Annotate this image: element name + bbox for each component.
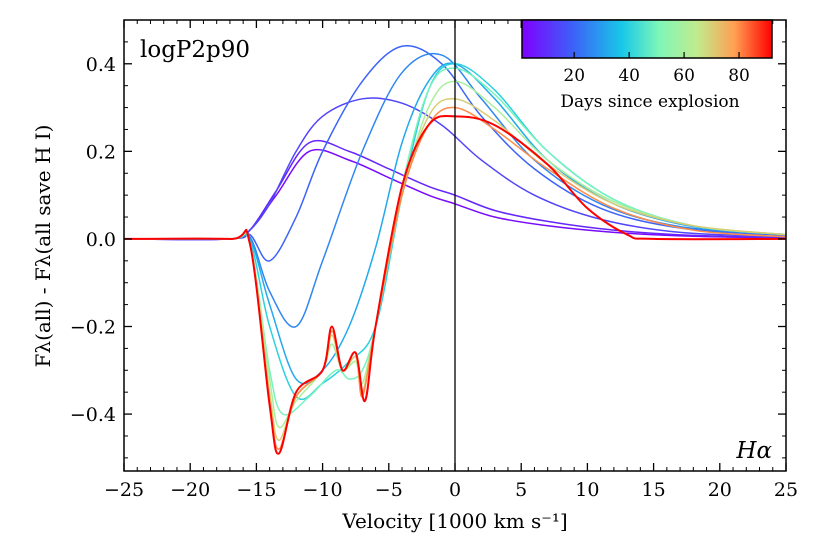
y-tick-label: 0.4 <box>86 54 116 76</box>
x-tick-label: −20 <box>170 479 210 501</box>
model-label: logP2p90 <box>140 37 250 63</box>
x-tick-label: −15 <box>236 479 276 501</box>
series-line-4 <box>124 44 786 262</box>
x-tick-label: −25 <box>104 479 144 501</box>
series-lines <box>124 44 786 455</box>
x-tick-label: 25 <box>774 479 798 501</box>
y-tick-label: −0.4 <box>70 404 116 426</box>
x-tick-label: −10 <box>303 479 343 501</box>
colorbar-tick-label: 60 <box>673 66 695 86</box>
colorbar-gradient <box>521 19 773 59</box>
y-axis-label: Fλ(all) - Fλ(all save H I) <box>31 125 55 368</box>
x-tick-label: 10 <box>575 479 599 501</box>
x-tick-label: 15 <box>642 479 666 501</box>
y-tick-label: −0.2 <box>70 317 116 339</box>
y-tick-label: 0.0 <box>86 229 116 251</box>
y-tick-label: 0.2 <box>86 141 116 163</box>
x-tick-label: 20 <box>708 479 732 501</box>
colorbar-tick-label: 80 <box>728 66 750 86</box>
y-axis: −0.4 −0.2 0.0 0.2 0.4 <box>70 19 786 459</box>
x-axis-label: Velocity [1000 km s⁻¹] <box>341 509 567 533</box>
colorbar-label: Days since explosion <box>560 92 739 112</box>
line-label: Hα <box>735 438 772 464</box>
x-tick-label: −5 <box>375 479 403 501</box>
x-tick-label: 0 <box>449 479 461 501</box>
x-tick-label: 5 <box>515 479 527 501</box>
colorbar-tick-label: 20 <box>563 66 585 86</box>
colorbar-ticks: 20 40 60 80 <box>563 52 750 86</box>
series-line-12 <box>124 115 786 455</box>
x-axis: −25 −20 −15 −10 −5 0 5 10 15 20 25 <box>104 20 798 501</box>
colorbar: 20 40 60 80 Days since explosion <box>521 19 773 112</box>
colorbar-tick-label: 40 <box>618 66 640 86</box>
series-line-5 <box>124 52 786 328</box>
